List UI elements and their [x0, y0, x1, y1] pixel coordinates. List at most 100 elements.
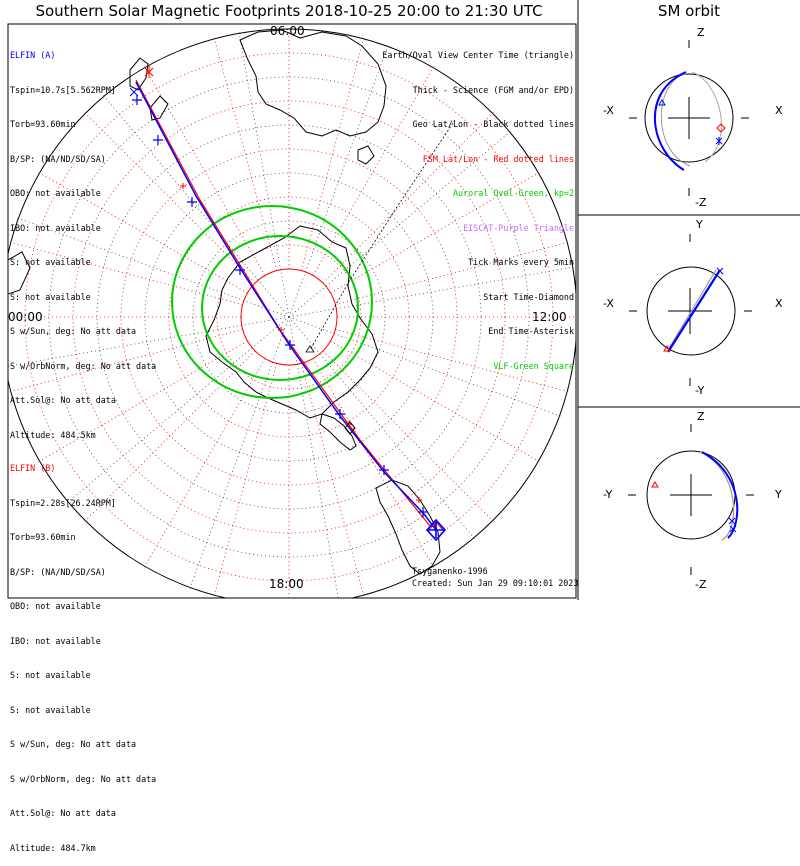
elfin-b-line: S w/Sun, deg: No att data [10, 739, 137, 749]
sm-lon-line [330, 340, 541, 463]
elfin-b-line: S w/OrbNorm, deg: No att data [10, 773, 157, 784]
elfin-a-ticks [132, 95, 428, 517]
sm-lon-line [83, 350, 256, 523]
legend-item: Earth/Oval View Center Time (triangle) [382, 50, 574, 60]
sm-lon-line [312, 65, 435, 276]
legend-item: Start Time-Diamond [483, 291, 574, 302]
elfin-a-start-diamond [425, 518, 447, 542]
sm-lon-line [330, 171, 541, 294]
orbit-axis-label: Z [697, 410, 705, 423]
mlt-label-bottom: 18:00 [269, 577, 304, 591]
legend-item: Auroral Oval-Green, kp=2 [452, 188, 574, 198]
elfin-b-line: S: not available [10, 704, 91, 715]
elfin-a-line: Att.Sol@: No att data [10, 395, 116, 405]
new-zealand-outline [129, 57, 169, 121]
elfin-b-line: Att.Sol@: No att data [10, 808, 116, 818]
plot-canvas [7, 0, 800, 600]
orbit-axis-label: -Z [695, 578, 707, 591]
auroral-oval-outer [171, 205, 373, 399]
elfin-b-line: Tspin=2.28s[26.24RPM] [10, 497, 116, 508]
tasmania-outline [357, 145, 375, 165]
orbit-axis-label: X [775, 297, 783, 310]
elfin-b-info: ELFIN (B) Tspin=2.28s[26.24RPM] Torb=93.… [10, 440, 156, 866]
mlt-label-top: 06:00 [270, 24, 305, 38]
sm-lon-line [143, 358, 266, 569]
elfin-a-track [135, 81, 437, 531]
orbit-panel-3 [628, 424, 754, 575]
orbit-axis-label: -Z [695, 196, 707, 209]
elfin-b-line: Altitude: 484.7km [10, 842, 96, 853]
elfin-a-line: S w/Sun, deg: No att data [10, 326, 137, 336]
elfin-a-line: S: not available [10, 257, 91, 267]
geo-lon-line [189, 316, 290, 590]
orbit-axis-label: -X [603, 297, 614, 310]
orbit-axis-label: -X [603, 104, 614, 117]
elfin-b-line: IBO: not available [10, 635, 101, 646]
sm-lon-line [213, 36, 277, 271]
elfin-a-line: OBO: not available [10, 188, 101, 198]
sm-lon-line [322, 350, 495, 523]
sm-lon-line [312, 358, 435, 569]
elfin-b-ticks [180, 183, 422, 503]
mlt-label-left: 00:00 [8, 310, 43, 324]
legend-item: VLF-Green Square [493, 360, 574, 371]
coastlines [8, 29, 441, 575]
legend-item: Thick - Science (FGM and/or EPD) [412, 84, 574, 95]
sm-lon-line [37, 340, 248, 463]
orbit-panel-1 [629, 40, 749, 196]
sm-lon-line [322, 111, 495, 284]
legend: Earth/Oval View Center Time (triangle) T… [382, 27, 574, 384]
elfin-b-line: Torb=93.60min [10, 532, 76, 542]
elfin-a-line: Tspin=10.7s[5.562RPM] [10, 84, 116, 95]
view-center-marker [344, 421, 356, 435]
south-america-outline [375, 479, 441, 575]
legend-item: Geo Lat/Lon - Black dotted lines [412, 119, 574, 129]
auroral-oval-inner [201, 235, 359, 381]
elfin-a-info: ELFIN (A) Tspin=10.7s[5.562RPM] Torb=93.… [10, 27, 156, 453]
terminator-line [309, 119, 456, 351]
elfin-a-line: IBO: not available [10, 222, 101, 233]
sm-lon-line [301, 36, 365, 271]
geo-lon-line [288, 44, 389, 318]
orbit-panel-2 [629, 234, 752, 386]
legend-item: End Time-Asterisk [488, 326, 574, 336]
orbit-axis-label: -Y [695, 384, 705, 397]
legend-item: EISCAT-Purple Triangle [463, 222, 574, 233]
sm-lon-line [8, 329, 243, 393]
elfin-a-header: ELFIN (A) [10, 50, 56, 60]
elfin-a-line: Torb=93.60min [10, 119, 76, 129]
orbit-axis-label: -Y [603, 488, 613, 501]
elfin-b-line: S: not available [10, 670, 91, 680]
orbit-axis-label: Y [696, 218, 703, 231]
orbit-axis-label: Y [775, 488, 782, 501]
model-credit: Tsyganenko-1996 [412, 566, 488, 576]
polar-cap-circle [240, 268, 338, 366]
legend-item: Tick Marks every 5min [468, 257, 574, 267]
sm-lon-line [301, 363, 365, 598]
australia-outline [239, 29, 387, 137]
mlt-label-right: 12:00 [532, 310, 567, 324]
pole-triangle [305, 345, 315, 353]
elfin-a-line: S w/OrbNorm, deg: No att data [10, 360, 157, 371]
elfin-b-header: ELFIN (B) [10, 463, 56, 473]
orbit-axis-label: Z [697, 26, 705, 39]
antarctica-outline [205, 225, 379, 419]
main-title: Southern Solar Magnetic Footprints 2018-… [35, 2, 543, 20]
elfin-a-end-asterisk [129, 87, 139, 97]
sm-lon-line [335, 241, 570, 305]
elfin-b-end-asterisk [144, 66, 154, 78]
orbit-title: SM orbit [657, 2, 721, 20]
map-frame [7, 23, 577, 599]
elfin-a-line: Altitude: 484.5km [10, 429, 96, 440]
created-timestamp: Created: Sun Jan 29 09:10:01 2023 [412, 578, 579, 588]
legend-item: FSM Lat/Lon - Red dotted lines [422, 153, 574, 164]
sm-lon-line [213, 363, 277, 598]
elfin-a-line: S: not available [10, 291, 91, 302]
elfin-a-line: B/SP: (NA/ND/SD/SA) [10, 153, 106, 164]
africa-edge [8, 251, 31, 295]
elfin-b-line: B/SP: (NA/ND/SD/SA) [10, 566, 106, 577]
antarctic-peninsula-outline [319, 413, 357, 451]
elfin-b-line: OBO: not available [10, 601, 101, 611]
sm-lon-line [143, 65, 266, 276]
orbit-axis-label: X [775, 104, 783, 117]
